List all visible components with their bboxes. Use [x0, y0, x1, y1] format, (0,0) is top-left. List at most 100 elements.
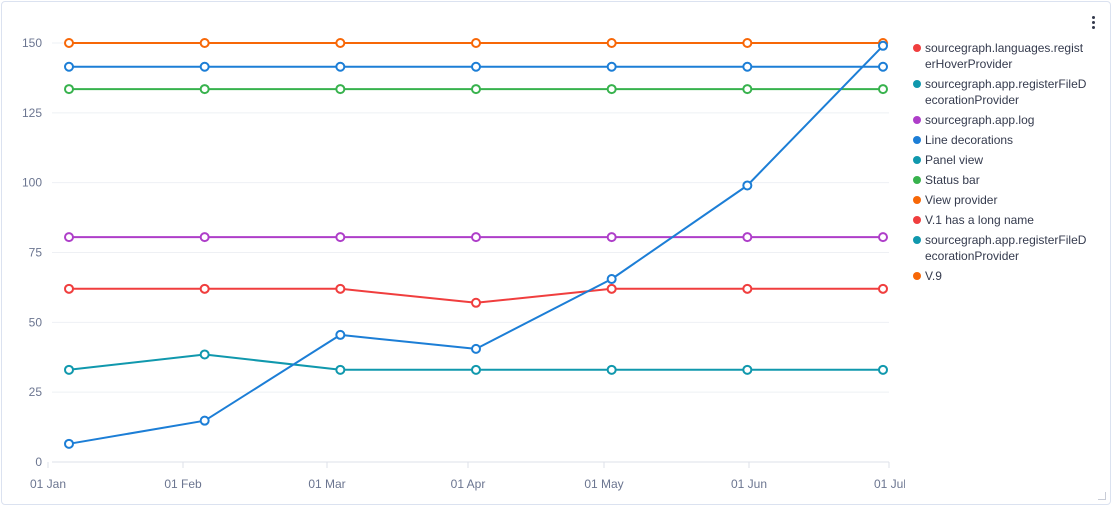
legend-swatch	[913, 216, 921, 224]
legend-item: Line decorations	[913, 132, 1088, 148]
series-group	[64, 232, 888, 243]
axes: 0 25 50 75 100 125 150 01 Jan 01 Feb 01 Mar 01 Apr…	[22, 36, 905, 491]
legend-item: sourcegraph.app.registerFileDecorationPr…	[913, 232, 1088, 264]
legend-swatch	[913, 156, 921, 164]
legend-item: Status bar	[913, 172, 1088, 188]
data-point	[742, 61, 753, 72]
legend-label: Line decorations	[925, 133, 1014, 147]
legend-swatch	[913, 176, 921, 184]
data-point	[199, 415, 210, 426]
x-tick-label: 01 Feb	[164, 477, 202, 491]
data-point	[64, 84, 74, 95]
data-point	[878, 283, 888, 294]
y-tick-label: 125	[22, 106, 42, 120]
data-point	[335, 329, 346, 340]
data-point	[335, 232, 346, 243]
data-point	[64, 438, 74, 449]
legend-label: V.1 has a long name	[925, 213, 1034, 227]
x-tick-label: 01 Jan	[30, 477, 66, 491]
legend-swatch	[913, 272, 921, 280]
legend-swatch	[913, 196, 921, 204]
data-point	[199, 61, 210, 72]
chart-legend: sourcegraph.languages.registerHoverProvi…	[913, 40, 1088, 288]
data-point	[64, 38, 74, 48]
legend-label: Status bar	[925, 173, 980, 187]
data-point	[742, 38, 753, 48]
data-point	[742, 364, 753, 375]
data-point	[64, 364, 74, 375]
data-point	[878, 61, 888, 72]
data-point	[471, 84, 481, 95]
data-point	[471, 364, 481, 375]
legend-swatch	[913, 80, 921, 88]
y-tick-label: 0	[35, 455, 42, 469]
legend-label: sourcegraph.app.log	[925, 113, 1035, 127]
data-point	[64, 283, 74, 294]
data-point	[742, 232, 753, 243]
legend-label: View provider	[925, 193, 998, 207]
series-group	[64, 84, 888, 95]
data-point	[64, 232, 74, 243]
y-tick-label: 50	[29, 315, 43, 329]
legend-label: sourcegraph.app.registerFileDecorationPr…	[925, 233, 1087, 263]
data-point	[606, 283, 617, 294]
kebab-menu-icon[interactable]	[1086, 14, 1100, 30]
data-point	[742, 283, 753, 294]
grid-lines	[52, 42, 889, 463]
data-point	[335, 84, 346, 95]
data-point	[471, 232, 481, 243]
x-tick-label: 01 Jul	[874, 477, 905, 491]
x-tick-label: 01 Apr	[451, 477, 486, 491]
legend-swatch	[913, 44, 921, 52]
data-point	[335, 38, 346, 48]
legend-label: sourcegraph.app.registerFileDecorationPr…	[925, 77, 1087, 107]
x-tick-label: 01 May	[584, 477, 623, 491]
data-point	[878, 232, 888, 243]
legend-label: Panel view	[925, 153, 984, 167]
data-point	[199, 38, 210, 48]
data-point	[199, 232, 210, 243]
data-point	[471, 297, 481, 308]
data-point	[878, 40, 888, 51]
legend-item: V.1 has a long name	[913, 212, 1088, 228]
legend-item: sourcegraph.app.log	[913, 112, 1088, 128]
data-point	[471, 61, 481, 72]
data-point	[742, 84, 753, 95]
x-tick-label: 01 Mar	[308, 477, 345, 491]
data-point	[335, 364, 346, 375]
legend-item: sourcegraph.app.registerFileDecorationPr…	[913, 76, 1088, 108]
series-group	[64, 349, 888, 375]
legend-item: Panel view	[913, 152, 1088, 168]
data-point	[606, 61, 617, 72]
y-tick-label: 25	[29, 385, 43, 399]
data-point	[606, 364, 617, 375]
legend-item: sourcegraph.languages.registerHoverProvi…	[913, 40, 1088, 72]
legend-label: V.9	[925, 269, 942, 283]
data-point	[335, 61, 346, 72]
data-point	[606, 84, 617, 95]
legend-item: View provider	[913, 192, 1088, 208]
y-tick-label: 75	[29, 246, 43, 260]
resize-handle[interactable]	[1098, 492, 1106, 500]
data-point	[335, 283, 346, 294]
legend-item: V.9	[913, 268, 1088, 284]
line-chart: 0 25 50 75 100 125 150 01 Jan 01 Feb 01 Mar 01 Apr…	[22, 36, 905, 491]
y-tick-label: 150	[22, 36, 42, 50]
data-point	[606, 38, 617, 48]
legend-swatch	[913, 236, 921, 244]
legend-label: sourcegraph.languages.registerHoverProvi…	[925, 41, 1084, 71]
series-lines	[64, 38, 888, 449]
data-point	[878, 84, 888, 95]
series-group	[64, 40, 888, 449]
data-point	[742, 180, 753, 191]
y-tick-label: 100	[22, 176, 42, 190]
data-point	[64, 61, 74, 72]
legend-swatch	[913, 116, 921, 124]
legend-swatch	[913, 136, 921, 144]
series-group	[64, 283, 888, 308]
data-point	[471, 343, 481, 354]
data-point	[606, 274, 617, 285]
data-point	[606, 232, 617, 243]
series-group	[64, 61, 888, 72]
data-point	[471, 38, 481, 48]
